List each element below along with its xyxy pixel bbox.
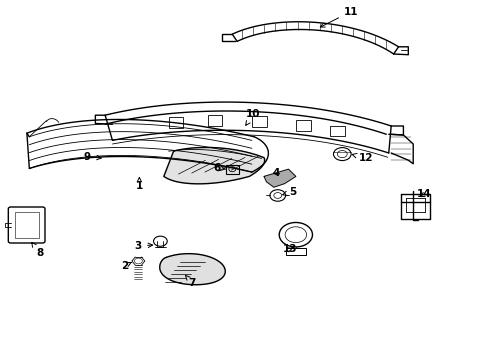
- Text: 11: 11: [320, 6, 358, 27]
- Text: 14: 14: [416, 189, 431, 199]
- Text: 2: 2: [121, 261, 131, 271]
- Bar: [168, 117, 183, 128]
- Text: 3: 3: [135, 241, 152, 251]
- Text: 10: 10: [245, 109, 260, 125]
- Text: 5: 5: [282, 186, 295, 197]
- Polygon shape: [264, 169, 295, 187]
- Bar: [329, 126, 344, 136]
- Text: 9: 9: [83, 152, 101, 162]
- Text: 7: 7: [185, 275, 196, 288]
- Text: 6: 6: [213, 163, 225, 173]
- Bar: [15, 212, 39, 238]
- Bar: [207, 116, 222, 126]
- Bar: [225, 165, 238, 174]
- Text: 4: 4: [272, 168, 280, 178]
- Bar: [285, 248, 305, 255]
- Text: 13: 13: [282, 244, 297, 254]
- Bar: [295, 120, 310, 131]
- Polygon shape: [163, 148, 264, 184]
- Text: 12: 12: [351, 153, 372, 163]
- Text: 1: 1: [136, 177, 142, 191]
- Bar: [251, 116, 266, 127]
- Polygon shape: [160, 254, 225, 285]
- Text: 8: 8: [32, 243, 43, 258]
